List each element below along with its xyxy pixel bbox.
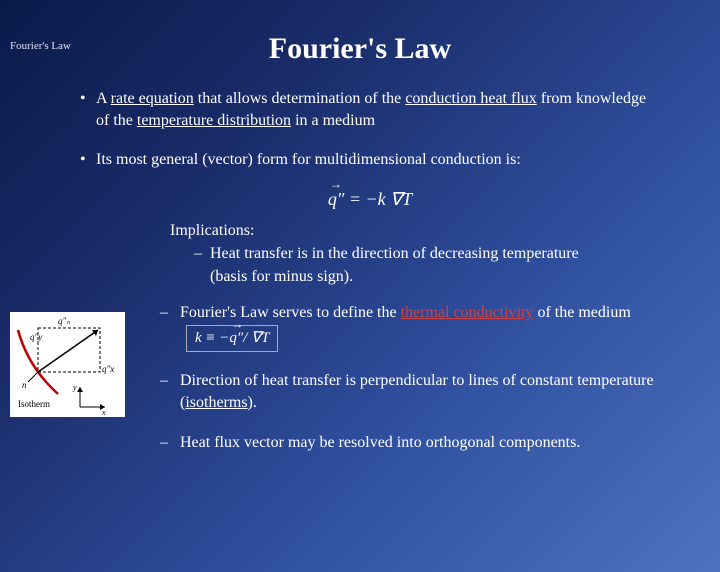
text: A bbox=[96, 90, 111, 107]
svg-text:q″x: q″x bbox=[102, 364, 114, 374]
lower-block: q″ₙ q″y q″x n Isotherm y x – Fourier's L… bbox=[80, 302, 660, 455]
main-equation: q″ = −k ∇T bbox=[80, 189, 660, 210]
slide-title: Fourier's Law bbox=[0, 32, 720, 66]
svg-text:y: y bbox=[72, 383, 77, 392]
text-underline: conduction heat flux bbox=[405, 90, 537, 107]
implications-block: Implications: – Heat transfer is in the … bbox=[170, 220, 660, 288]
implication-1: – Heat transfer is in the direction of d… bbox=[170, 243, 660, 288]
inline-equation: k ≡ −q″/ ∇T bbox=[186, 325, 278, 352]
svg-text:x: x bbox=[101, 408, 106, 417]
dash-icon: – bbox=[160, 302, 168, 324]
text-underline: rate equation bbox=[111, 90, 194, 107]
bullet-rate-equation: A rate equation that allows determinatio… bbox=[80, 88, 660, 131]
implication-4: – Heat flux vector may be resolved into … bbox=[160, 432, 660, 454]
implication-3: – Direction of heat transfer is perpendi… bbox=[160, 370, 660, 415]
header-label: Fourier's Law bbox=[10, 40, 71, 52]
text: of the medium bbox=[533, 304, 630, 321]
content-area: A rate equation that allows determinatio… bbox=[0, 88, 720, 455]
svg-text:q″y: q″y bbox=[30, 332, 42, 342]
text-red: thermal conductivity bbox=[401, 304, 534, 321]
dash-icon: – bbox=[194, 243, 202, 265]
svg-text:n: n bbox=[22, 380, 27, 390]
text-underline: temperature distribution bbox=[137, 112, 291, 129]
svg-text:q″ₙ: q″ₙ bbox=[58, 316, 70, 326]
text: ). bbox=[248, 394, 257, 411]
lower-implications: – Fourier's Law serves to define the the… bbox=[160, 302, 660, 455]
svg-text:Isotherm: Isotherm bbox=[18, 399, 50, 409]
text: Heat transfer is in the direction of dec… bbox=[210, 245, 579, 262]
isotherm-diagram: q″ₙ q″y q″x n Isotherm y x bbox=[10, 312, 125, 417]
implication-2: – Fourier's Law serves to define the the… bbox=[160, 302, 660, 351]
dash-icon: – bbox=[160, 370, 168, 392]
text: in a medium bbox=[291, 112, 375, 129]
text: that allows determination of the bbox=[194, 90, 406, 107]
text: Fourier's Law serves to define the bbox=[180, 304, 401, 321]
implications-title: Implications: bbox=[170, 220, 660, 242]
text-underline: isotherms bbox=[185, 394, 247, 411]
bullet-vector-form: Its most general (vector) form for multi… bbox=[80, 149, 660, 171]
dash-icon: – bbox=[160, 432, 168, 454]
text: Heat flux vector may be resolved into or… bbox=[180, 434, 580, 451]
text: (basis for minus sign). bbox=[210, 268, 353, 285]
